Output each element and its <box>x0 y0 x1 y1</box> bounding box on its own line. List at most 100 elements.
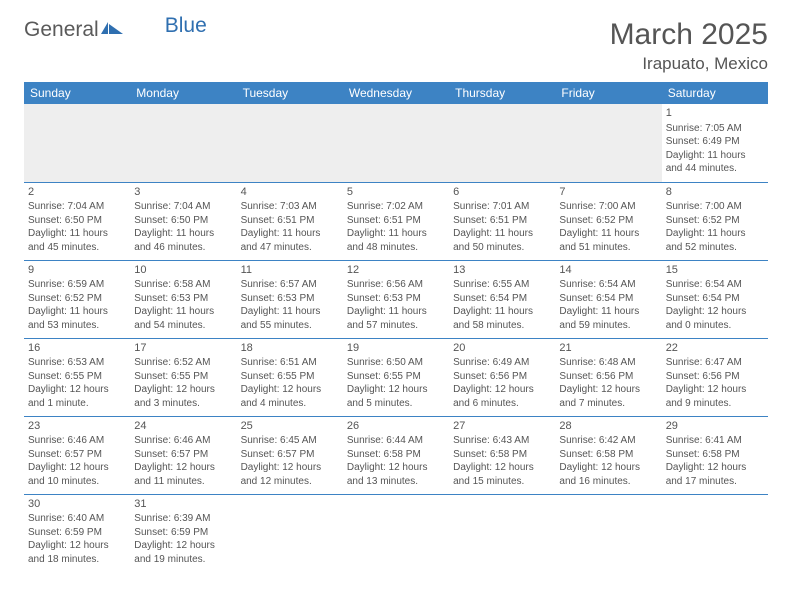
calendar-day-cell: 5Sunrise: 7:02 AMSunset: 6:51 PMDaylight… <box>343 182 449 260</box>
day-header: Friday <box>555 82 661 104</box>
sunset-text: Sunset: 6:50 PM <box>28 214 126 228</box>
sunset-text: Sunset: 6:55 PM <box>28 370 126 384</box>
sunset-text: Sunset: 6:52 PM <box>559 214 657 228</box>
calendar-day-cell <box>555 104 661 182</box>
title-block: March 2025 Irapuato, Mexico <box>610 18 768 74</box>
calendar-week-row: 2Sunrise: 7:04 AMSunset: 6:50 PMDaylight… <box>24 182 768 260</box>
day-number: 7 <box>559 185 657 200</box>
calendar-day-cell <box>343 494 449 572</box>
sunrise-text: Sunrise: 6:55 AM <box>453 278 551 292</box>
sunset-text: Sunset: 6:51 PM <box>347 214 445 228</box>
sunrise-text: Sunrise: 6:49 AM <box>453 356 551 370</box>
sunset-text: Sunset: 6:57 PM <box>134 448 232 462</box>
daylight-text: Daylight: 11 hours and 45 minutes. <box>28 227 126 254</box>
day-number: 9 <box>28 263 126 278</box>
sunrise-text: Sunrise: 7:04 AM <box>28 200 126 214</box>
calendar-day-cell: 19Sunrise: 6:50 AMSunset: 6:55 PMDayligh… <box>343 338 449 416</box>
sunrise-text: Sunrise: 6:47 AM <box>666 356 764 370</box>
sunrise-text: Sunrise: 6:44 AM <box>347 434 445 448</box>
logo: General Blue <box>24 18 207 42</box>
sunrise-text: Sunrise: 6:50 AM <box>347 356 445 370</box>
day-number: 17 <box>134 341 232 356</box>
sunrise-text: Sunrise: 6:41 AM <box>666 434 764 448</box>
calendar-day-cell: 4Sunrise: 7:03 AMSunset: 6:51 PMDaylight… <box>237 182 343 260</box>
calendar-day-cell: 24Sunrise: 6:46 AMSunset: 6:57 PMDayligh… <box>130 416 236 494</box>
calendar-day-cell: 2Sunrise: 7:04 AMSunset: 6:50 PMDaylight… <box>24 182 130 260</box>
sunset-text: Sunset: 6:56 PM <box>453 370 551 384</box>
calendar-week-row: 30Sunrise: 6:40 AMSunset: 6:59 PMDayligh… <box>24 494 768 572</box>
calendar-day-cell: 21Sunrise: 6:48 AMSunset: 6:56 PMDayligh… <box>555 338 661 416</box>
sunrise-text: Sunrise: 6:53 AM <box>28 356 126 370</box>
day-number: 16 <box>28 341 126 356</box>
daylight-text: Daylight: 11 hours and 51 minutes. <box>559 227 657 254</box>
calendar-day-cell: 23Sunrise: 6:46 AMSunset: 6:57 PMDayligh… <box>24 416 130 494</box>
calendar-day-cell: 13Sunrise: 6:55 AMSunset: 6:54 PMDayligh… <box>449 260 555 338</box>
calendar-day-cell <box>237 494 343 572</box>
logo-text-blue: Blue <box>165 14 207 38</box>
calendar-header-row: SundayMondayTuesdayWednesdayThursdayFrid… <box>24 82 768 104</box>
calendar-week-row: 1Sunrise: 7:05 AMSunset: 6:49 PMDaylight… <box>24 104 768 182</box>
calendar-table: SundayMondayTuesdayWednesdayThursdayFrid… <box>24 82 768 572</box>
calendar-day-cell: 11Sunrise: 6:57 AMSunset: 6:53 PMDayligh… <box>237 260 343 338</box>
sunset-text: Sunset: 6:49 PM <box>666 135 764 149</box>
day-number: 15 <box>666 263 764 278</box>
calendar-week-row: 9Sunrise: 6:59 AMSunset: 6:52 PMDaylight… <box>24 260 768 338</box>
sunset-text: Sunset: 6:54 PM <box>559 292 657 306</box>
sunrise-text: Sunrise: 7:00 AM <box>559 200 657 214</box>
sunrise-text: Sunrise: 7:04 AM <box>134 200 232 214</box>
sunrise-text: Sunrise: 7:05 AM <box>666 122 764 136</box>
daylight-text: Daylight: 11 hours and 59 minutes. <box>559 305 657 332</box>
sunrise-text: Sunrise: 6:48 AM <box>559 356 657 370</box>
location-label: Irapuato, Mexico <box>610 54 768 74</box>
daylight-text: Daylight: 11 hours and 46 minutes. <box>134 227 232 254</box>
sunset-text: Sunset: 6:58 PM <box>559 448 657 462</box>
daylight-text: Daylight: 12 hours and 3 minutes. <box>134 383 232 410</box>
day-number: 11 <box>241 263 339 278</box>
daylight-text: Daylight: 11 hours and 52 minutes. <box>666 227 764 254</box>
calendar-week-row: 23Sunrise: 6:46 AMSunset: 6:57 PMDayligh… <box>24 416 768 494</box>
daylight-text: Daylight: 12 hours and 7 minutes. <box>559 383 657 410</box>
sunset-text: Sunset: 6:53 PM <box>347 292 445 306</box>
daylight-text: Daylight: 12 hours and 16 minutes. <box>559 461 657 488</box>
calendar-day-cell <box>555 494 661 572</box>
day-header: Monday <box>130 82 236 104</box>
calendar-body: 1Sunrise: 7:05 AMSunset: 6:49 PMDaylight… <box>24 104 768 572</box>
calendar-day-cell <box>449 494 555 572</box>
daylight-text: Daylight: 12 hours and 4 minutes. <box>241 383 339 410</box>
month-title: March 2025 <box>610 18 768 52</box>
day-number: 14 <box>559 263 657 278</box>
calendar-day-cell: 18Sunrise: 6:51 AMSunset: 6:55 PMDayligh… <box>237 338 343 416</box>
sunrise-text: Sunrise: 6:59 AM <box>28 278 126 292</box>
calendar-day-cell: 6Sunrise: 7:01 AMSunset: 6:51 PMDaylight… <box>449 182 555 260</box>
calendar-day-cell <box>662 494 768 572</box>
sunset-text: Sunset: 6:54 PM <box>666 292 764 306</box>
daylight-text: Daylight: 12 hours and 15 minutes. <box>453 461 551 488</box>
daylight-text: Daylight: 12 hours and 18 minutes. <box>28 539 126 566</box>
day-number: 3 <box>134 185 232 200</box>
day-header: Saturday <box>662 82 768 104</box>
sunrise-text: Sunrise: 6:42 AM <box>559 434 657 448</box>
day-number: 24 <box>134 419 232 434</box>
day-number: 12 <box>347 263 445 278</box>
sunrise-text: Sunrise: 6:51 AM <box>241 356 339 370</box>
calendar-page: General Blue March 2025 Irapuato, Mexico… <box>0 0 792 572</box>
calendar-day-cell <box>449 104 555 182</box>
day-number: 2 <box>28 185 126 200</box>
calendar-day-cell: 29Sunrise: 6:41 AMSunset: 6:58 PMDayligh… <box>662 416 768 494</box>
sunset-text: Sunset: 6:55 PM <box>134 370 232 384</box>
calendar-day-cell: 3Sunrise: 7:04 AMSunset: 6:50 PMDaylight… <box>130 182 236 260</box>
calendar-day-cell: 12Sunrise: 6:56 AMSunset: 6:53 PMDayligh… <box>343 260 449 338</box>
sunrise-text: Sunrise: 6:43 AM <box>453 434 551 448</box>
calendar-day-cell: 20Sunrise: 6:49 AMSunset: 6:56 PMDayligh… <box>449 338 555 416</box>
calendar-day-cell: 9Sunrise: 6:59 AMSunset: 6:52 PMDaylight… <box>24 260 130 338</box>
daylight-text: Daylight: 11 hours and 50 minutes. <box>453 227 551 254</box>
calendar-day-cell <box>343 104 449 182</box>
daylight-text: Daylight: 11 hours and 54 minutes. <box>134 305 232 332</box>
sunrise-text: Sunrise: 6:57 AM <box>241 278 339 292</box>
calendar-day-cell <box>130 104 236 182</box>
sunrise-text: Sunrise: 6:46 AM <box>28 434 126 448</box>
calendar-day-cell: 7Sunrise: 7:00 AMSunset: 6:52 PMDaylight… <box>555 182 661 260</box>
day-header: Tuesday <box>237 82 343 104</box>
daylight-text: Daylight: 12 hours and 9 minutes. <box>666 383 764 410</box>
logo-text-general: General <box>24 18 99 42</box>
